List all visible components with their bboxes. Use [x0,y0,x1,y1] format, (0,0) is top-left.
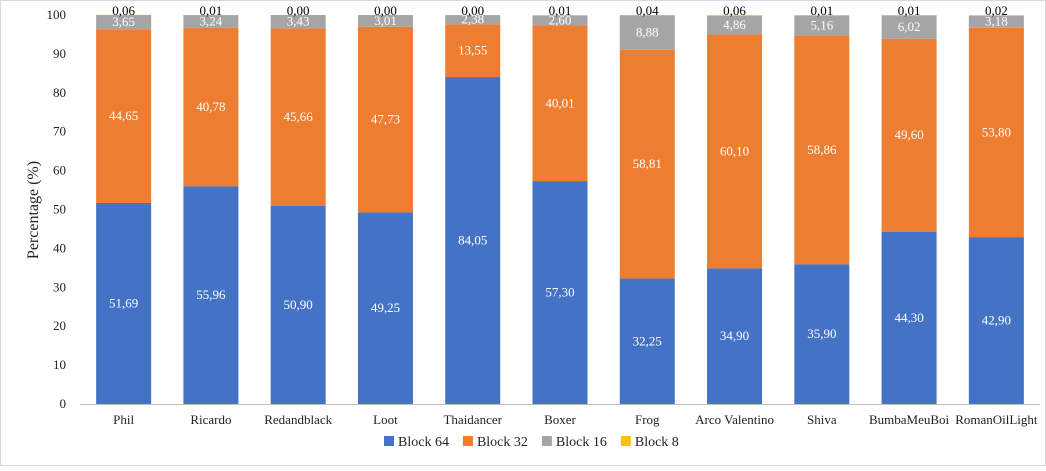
data-label: 6,02 [898,19,921,34]
data-label: 0,06 [112,3,135,18]
data-label: 34,90 [720,328,749,343]
y-tick-label: 10 [53,357,66,372]
x-tick-label: Arco Valentino [695,412,774,427]
y-tick-label: 50 [53,202,66,217]
data-label: 0,01 [810,3,833,18]
legend-swatch [621,436,631,446]
y-tick-label: 70 [53,124,66,139]
x-tick-label: Shiva [807,412,837,427]
y-tick-label: 40 [53,240,66,255]
legend-swatch [542,436,552,446]
y-tick-label: 80 [53,85,66,100]
data-label: 8,88 [636,25,659,40]
data-label: 44,65 [109,108,138,123]
data-label: 49,25 [371,300,400,315]
data-label: 45,66 [284,109,314,124]
x-tick-label: BumbaMeuBoi [869,412,950,427]
data-label: 58,86 [807,142,837,157]
y-tick-label: 100 [47,7,67,22]
y-tick-label: 0 [60,396,67,411]
data-label: 53,80 [982,124,1011,139]
legend-label: Block 32 [477,435,528,450]
data-label: 0,04 [636,3,659,18]
data-label: 49,60 [894,127,923,142]
data-label: 55,96 [196,287,226,302]
data-label: 60,10 [720,143,749,158]
data-label: 44,30 [894,310,923,325]
legend-swatch [463,436,473,446]
data-label: 0,01 [549,3,572,18]
x-tick-label: Thaidancer [443,412,502,427]
x-tick-label: Boxer [544,412,576,427]
data-label: 58,81 [633,156,662,171]
legend-label: Block 64 [398,435,449,450]
bars-group: 51,6944,653,650,0655,9640,783,240,0150,9… [96,3,1024,404]
x-tick-label: Frog [635,412,660,427]
x-tick-label: RomanOilLight [955,412,1038,427]
data-label: 0,00 [461,3,484,18]
y-tick-label: 90 [53,46,66,61]
data-label: 0,00 [287,3,310,18]
y-tick-label: 60 [53,163,66,178]
data-label: 57,30 [545,285,574,300]
legend-label: Block 8 [635,435,679,450]
data-label: 35,90 [807,326,836,341]
y-tick-label: 30 [53,279,66,294]
data-label: 5,16 [810,17,833,32]
data-label: 47,73 [371,112,400,127]
x-tick-label: Phil [113,412,134,427]
data-label: 13,55 [458,43,487,58]
x-tick-label: Ricardo [190,412,231,427]
data-label: 40,01 [545,95,574,110]
data-label: 0,01 [200,3,223,18]
y-axis-title: Percentage (%) [25,161,42,259]
data-label: 50,90 [284,297,313,312]
data-label: 0,02 [985,3,1008,18]
data-label: 51,69 [109,295,138,310]
legend-swatch [384,436,394,446]
x-tick-label: Redandblack [264,412,332,427]
data-label: 0,00 [374,3,397,18]
legend-label: Block 16 [556,435,607,450]
x-tick-label: Loot [373,412,398,427]
data-label: 4,86 [723,17,746,32]
data-label: 84,05 [458,233,487,248]
data-label: 40,78 [196,99,225,114]
y-tick-label: 20 [53,318,66,333]
data-label: 42,90 [982,313,1011,328]
data-label: 32,25 [633,333,662,348]
data-label: 0,06 [723,3,746,18]
data-label: 0,01 [898,3,921,18]
